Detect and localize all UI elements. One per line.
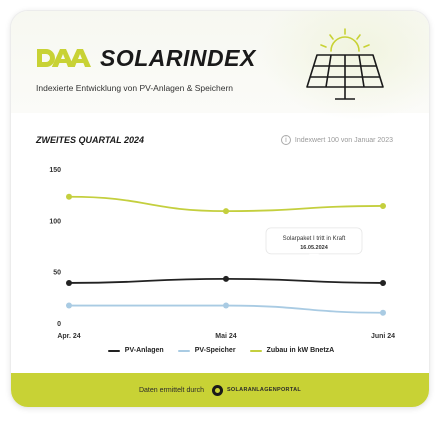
daa-logo-icon <box>37 49 91 67</box>
y-tick-label: 0 <box>57 321 61 328</box>
line-chart: 0 50 100 150 Apr. 24 Mai 24 Juni 24 Solarpaket … <box>49 167 395 340</box>
brand-name: SOLARINDEX <box>100 44 256 71</box>
legend-item: Zubau in kW BnetzA <box>249 347 335 354</box>
data-point-pv-speicher <box>223 302 229 309</box>
legend-label: PV-Speicher <box>194 347 236 354</box>
legend-label: Zubau in kW BnetzA <box>266 347 335 354</box>
y-tick-label: 50 <box>53 270 61 277</box>
data-point-pv-anlagen <box>380 279 386 286</box>
solarindex-card: SOLARINDEX Indexierte Entwicklung von PV… <box>10 10 430 408</box>
data-point-zubau <box>66 193 72 200</box>
annotation-pointer <box>309 253 319 260</box>
data-point-zubau <box>380 202 386 209</box>
legend-swatch <box>177 349 190 352</box>
data-point-pv-speicher <box>380 309 386 316</box>
data-point-pv-anlagen <box>223 275 229 282</box>
data-point-pv-anlagen <box>66 279 72 286</box>
annotation-date: 16.05.2024 <box>300 245 328 251</box>
footer-brand: SOLARANLAGENPORTAL <box>211 384 302 396</box>
info-icon: i <box>280 135 291 145</box>
index-note: i Indexwert 100 von Januar 2023 <box>280 135 393 145</box>
legend-swatch <box>107 349 120 352</box>
data-point-pv-speicher <box>66 302 72 309</box>
legend-label: PV-Anlagen <box>124 347 164 354</box>
y-tick-label: 100 <box>49 218 61 225</box>
brand: SOLARINDEX <box>36 45 256 71</box>
x-tick-label: Juni 24 <box>371 333 395 340</box>
annotation-text: Solarpaket I tritt in Kraft <box>283 236 346 242</box>
index-note-text: Indexwert 100 von Januar 2023 <box>294 136 393 144</box>
legend-swatch <box>249 349 262 352</box>
legend: PV-Anlagen PV-Speicher Zubau in kW BnetzA <box>11 347 429 354</box>
footer-brand-name: SOLARANLAGENPORTAL <box>226 387 302 393</box>
footer-text: Daten ermittelt durch <box>138 386 204 394</box>
x-tick-label: Apr. 24 <box>57 333 80 340</box>
header: SOLARINDEX Indexierte Entwicklung von PV… <box>11 11 429 121</box>
solaranlagenportal-logo-icon <box>211 384 223 396</box>
legend-item: PV-Speicher <box>177 347 236 354</box>
solar-panel-icon <box>306 28 384 100</box>
x-tick-label: Mai 24 <box>215 333 237 340</box>
quarter-label: ZWEITES QUARTAL 2024 <box>36 135 145 145</box>
legend-item: PV-Anlagen <box>107 347 164 354</box>
footer: Daten ermittelt durch SOLARANLAGENPORTAL <box>11 373 429 407</box>
subtitle: Indexierte Entwicklung von PV-Anlagen & … <box>36 83 234 93</box>
data-point-zubau <box>223 208 229 215</box>
y-tick-label: 150 <box>49 167 61 174</box>
